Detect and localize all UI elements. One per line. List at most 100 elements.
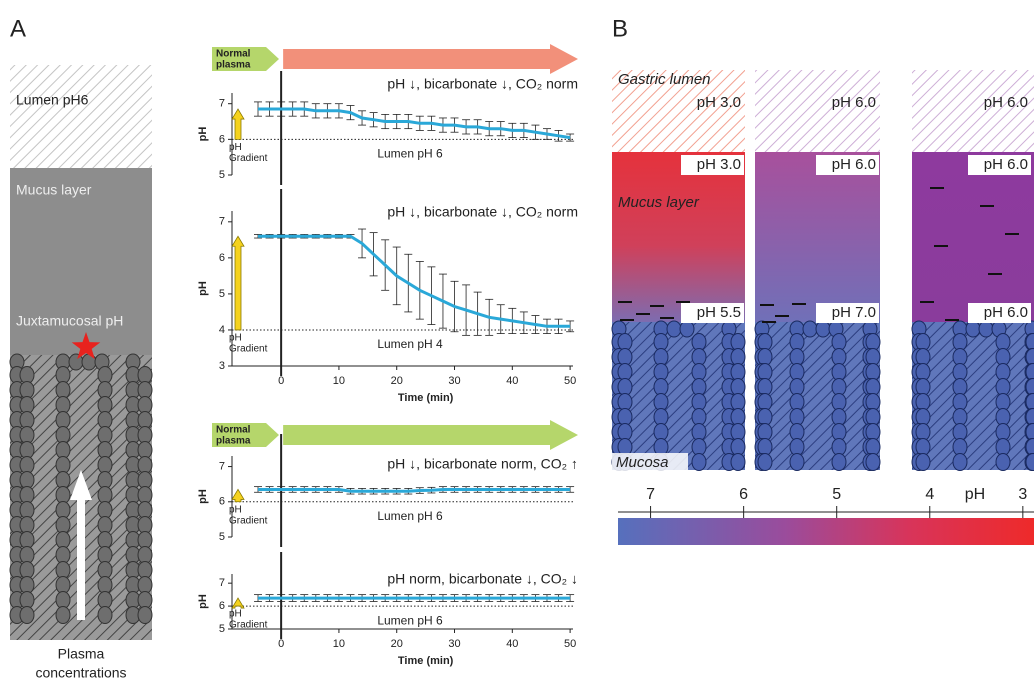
cell [617, 408, 633, 426]
cell [730, 393, 746, 411]
cell [730, 438, 746, 456]
x-tick-label: 10 [333, 375, 345, 387]
lumen-region [612, 70, 745, 152]
cell [995, 453, 1011, 471]
cell [995, 348, 1011, 366]
cell [865, 408, 881, 426]
cell [137, 591, 153, 609]
banner-label: plasma [216, 436, 251, 447]
cell [137, 486, 153, 504]
cell [865, 333, 881, 351]
cell [137, 576, 153, 594]
cell [55, 546, 71, 564]
cell [19, 516, 35, 534]
gradient-label: Gradient [229, 153, 268, 164]
cell [97, 561, 113, 579]
cell [97, 471, 113, 489]
juxtamucosal-label: Juxtamucosal pH [16, 313, 123, 329]
cell [865, 453, 881, 471]
cell [789, 378, 805, 396]
y-tick-label: 5 [219, 288, 225, 300]
cell [995, 378, 1011, 396]
cell [915, 378, 931, 396]
y-tick-label: 7 [219, 216, 225, 228]
gradient-label: pH [229, 142, 242, 153]
label-bg [612, 453, 688, 473]
star [71, 332, 101, 360]
cell [19, 396, 35, 414]
mucosa-title: Mucosa [616, 454, 669, 471]
panel-b: pH 3.0 pH 3.0 pH 5.5 pH 6.0 pH 6.0 pH 7.0 pH 6… [611, 70, 1034, 545]
cell [915, 333, 931, 351]
cell [757, 348, 773, 366]
gradient-label: pH [229, 504, 242, 515]
mucus-region [612, 152, 745, 322]
cell [730, 378, 746, 396]
y-tick-label: 7 [219, 98, 225, 110]
cell [97, 396, 113, 414]
gradient-label: pH [229, 333, 242, 344]
cell [831, 423, 847, 441]
gradient-arrow [231, 108, 245, 140]
ph-label: pH 3.0 [697, 156, 741, 173]
y-tick-label: 3 [219, 360, 225, 372]
cell [995, 408, 1011, 426]
mucus-region [755, 152, 880, 322]
cell [97, 441, 113, 459]
cell [831, 348, 847, 366]
cell [730, 363, 746, 381]
cell [97, 456, 113, 474]
cell [19, 561, 35, 579]
cell [97, 381, 113, 399]
banner-label: Normal [216, 49, 251, 60]
label-bg [816, 303, 879, 323]
cell [137, 381, 153, 399]
cell [915, 423, 931, 441]
cell [137, 471, 153, 489]
cell [789, 363, 805, 381]
ph-label: pH 3.0 [697, 94, 741, 111]
scale-tick-label: 7 [646, 486, 655, 503]
cell [653, 438, 669, 456]
ph-label: pH 6.0 [832, 156, 876, 173]
cell [55, 396, 71, 414]
cell [730, 453, 746, 471]
cell [97, 426, 113, 444]
cell [55, 471, 71, 489]
cell [653, 408, 669, 426]
cell [995, 438, 1011, 456]
x-tick-label: 30 [448, 375, 460, 387]
cell [137, 366, 153, 384]
cell [97, 606, 113, 624]
cell [730, 408, 746, 426]
condition-label: pH ↓, bicarbonate norm, CO₂ ↑ [387, 456, 578, 472]
cell [137, 501, 153, 519]
cell [666, 320, 682, 338]
cell [617, 348, 633, 366]
y-axis-label: pH [197, 594, 209, 609]
cell [137, 606, 153, 624]
ph-label: pH 6.0 [984, 304, 1028, 321]
cell [789, 333, 805, 351]
banner-label: Normal [216, 425, 251, 436]
ph-label: pH 5.5 [697, 304, 741, 321]
cell [691, 453, 707, 471]
cell [789, 423, 805, 441]
cell [55, 381, 71, 399]
cell [97, 501, 113, 519]
plasma-arrow [70, 470, 92, 620]
cell [831, 408, 847, 426]
condition-label: pH ↓, bicarbonate ↓, CO₂ norm [387, 76, 578, 92]
gradient-label: Gradient [229, 515, 268, 526]
cell [19, 501, 35, 519]
cell [617, 423, 633, 441]
y-tick-label: 6 [219, 600, 225, 612]
cell [995, 363, 1011, 381]
cell [97, 576, 113, 594]
label-bg [968, 155, 1031, 175]
cell [757, 438, 773, 456]
banner-label: plasma [216, 60, 251, 71]
cell [19, 411, 35, 429]
cell [97, 591, 113, 609]
lumen-label: Lumen pH6 [16, 92, 89, 108]
